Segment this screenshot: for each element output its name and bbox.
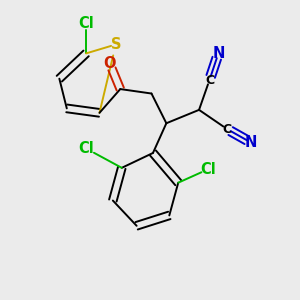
Text: Cl: Cl (200, 162, 216, 177)
Text: C: C (223, 123, 232, 136)
Text: S: S (111, 37, 121, 52)
Text: Cl: Cl (78, 16, 94, 31)
Text: O: O (103, 56, 116, 71)
Text: N: N (245, 135, 257, 150)
Text: C: C (205, 74, 214, 87)
Text: N: N (212, 46, 224, 61)
Text: Cl: Cl (78, 141, 94, 156)
